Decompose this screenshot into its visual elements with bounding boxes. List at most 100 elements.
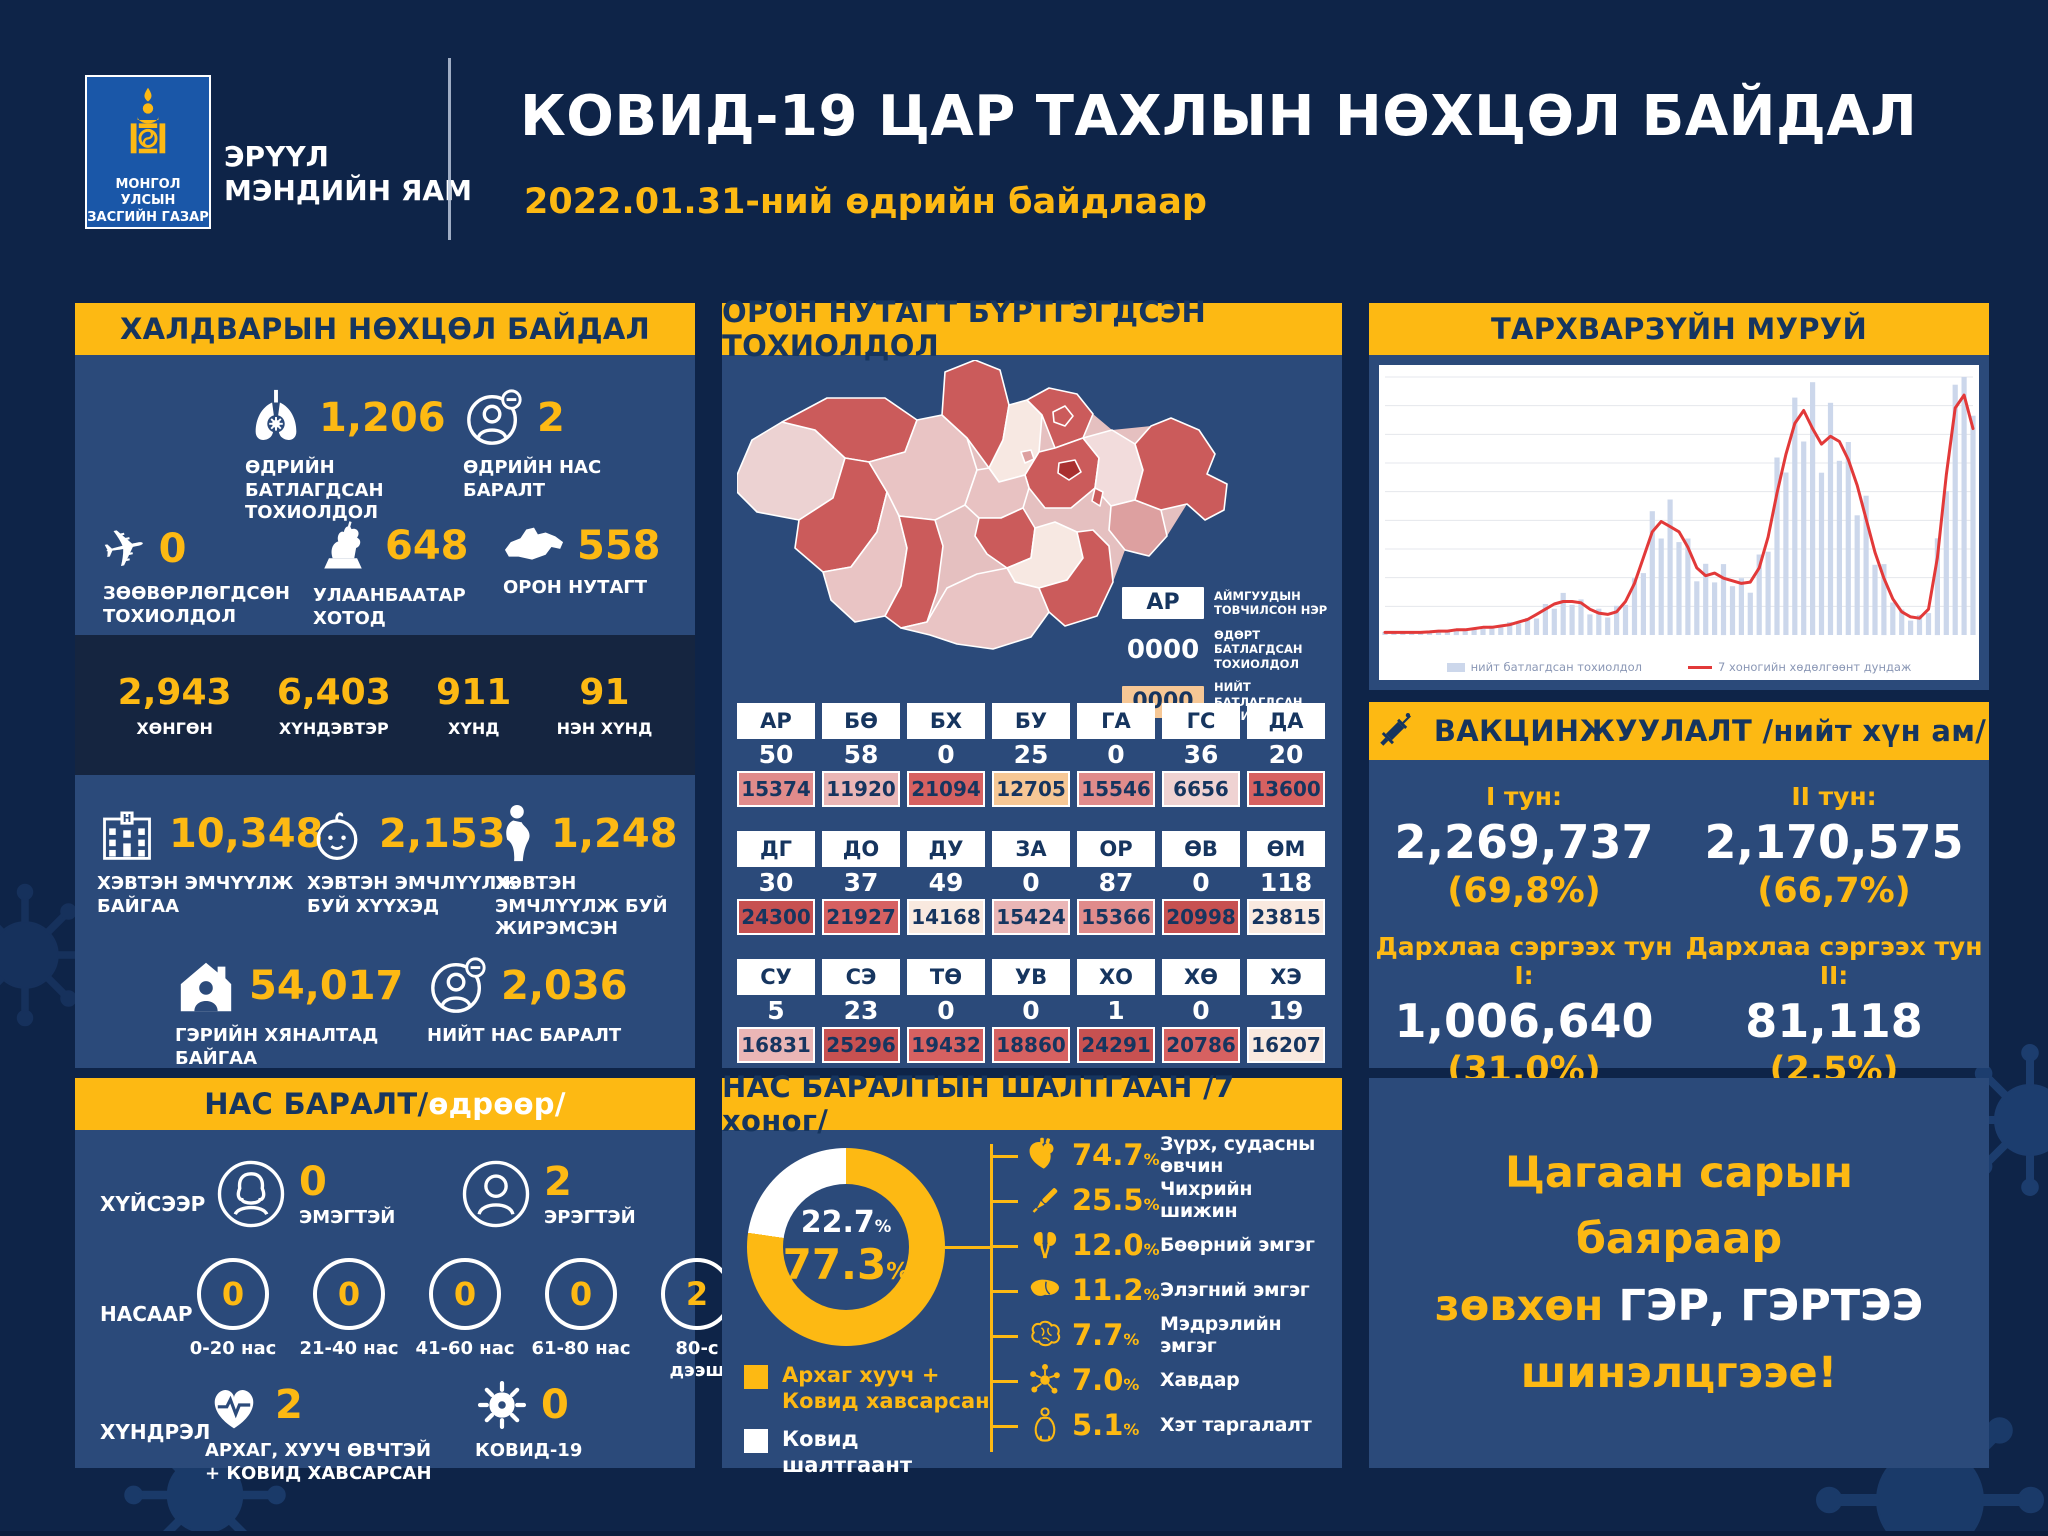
report-date: 2022.01.31-ний өдрийн байдлаар xyxy=(524,182,1207,222)
province-total-cases: 20786 xyxy=(1162,1027,1240,1063)
stat-daily-confirmed: 1,206 ӨДРИЙН БАТЛАГДСАН ТОХИОЛДОЛ xyxy=(245,387,460,525)
province-code: ДГ xyxy=(737,831,815,867)
stat-label: ӨДРИЙН БАТЛАГДСАН ТОХИОЛДОЛ xyxy=(245,457,384,523)
mongolia-province-map xyxy=(736,359,1237,665)
stat-pregnant-hospitalized: 1,248 ХЭВТЭН ЭМЧЛҮҮЛЖ БУЙ ЖИРЭМСЭН xyxy=(495,803,695,941)
body-icon xyxy=(1026,1406,1064,1444)
province-total-cases: 14168 xyxy=(907,899,985,935)
cause-percent: 25.5% xyxy=(1072,1182,1160,1217)
province-column: ГА 0 15546 xyxy=(1077,703,1155,807)
province-column: ДО 37 21927 xyxy=(822,831,900,935)
hospital-icon: H xyxy=(103,811,151,860)
donut-center: 22.7% 77.3% xyxy=(783,1184,909,1310)
chart-legend: нийт батлагдсан тохиолдол 7 хоногийн хөд… xyxy=(1379,660,1979,674)
female-icon xyxy=(217,1160,285,1228)
province-daily-cases: 87 xyxy=(1098,868,1134,897)
donut-legend-covid: Ковид шалтгаант xyxy=(744,1426,992,1479)
cause-row: 12.0% Бөөрний эмгэг xyxy=(990,1222,1335,1267)
mongolia-map-icon xyxy=(504,527,564,560)
legend-label: АЙМГУУДЫН ТОВЧИЛСОН НЭР xyxy=(1214,588,1328,617)
cause-percent: 5.1% xyxy=(1072,1407,1140,1442)
legend-item: АР АЙМГУУДЫН ТОВЧИЛСОН НЭР xyxy=(1122,587,1332,619)
province-column: БХ 0 21094 xyxy=(907,703,985,807)
age-value-circle: 0 xyxy=(545,1258,617,1330)
province-code: ОР xyxy=(1077,831,1155,867)
baby-icon xyxy=(316,812,358,861)
province-column: БУ 25 12705 xyxy=(992,703,1070,807)
province-total-cases: 19432 xyxy=(907,1027,985,1063)
soyombo-icon xyxy=(130,87,166,154)
stat-value: 2 xyxy=(275,1382,303,1428)
cause-label: Зүрх, судасны өвчин xyxy=(1160,1132,1316,1177)
legend-code-box: АР xyxy=(1122,587,1204,619)
stat-value: 2,153 xyxy=(379,811,506,857)
panel-holiday-message: Цагаан сарын баяраар зөвхөн ГЭР, ГЭРТЭЭ … xyxy=(1369,1078,1989,1468)
stat-label: АРХАГ, ХУУЧ ӨВЧТЭЙ + КОВИД ХАВСАРСАН xyxy=(205,1440,432,1484)
age-group: 0 61-80 нас xyxy=(531,1258,631,1381)
province-total-cases: 23815 xyxy=(1247,899,1325,935)
heart-organ-icon xyxy=(1026,1136,1064,1174)
province-total-cases: 20998 xyxy=(1162,899,1240,935)
airplane-icon: ✈ xyxy=(97,515,153,583)
province-daily-cases: 0 xyxy=(1022,996,1040,1025)
province-total-cases: 15424 xyxy=(992,899,1070,935)
cells-icon xyxy=(1026,1361,1064,1399)
stat-total-deaths: 2,036 НИЙТ НАС БАРАЛТ xyxy=(427,955,628,1048)
province-code: ХЭ xyxy=(1247,959,1325,995)
severity-label: ХҮНДЭВТЭР xyxy=(278,719,389,738)
severity-label: ХӨНГӨН xyxy=(136,719,213,738)
age-value-circle: 0 xyxy=(197,1258,269,1330)
province-daily-cases: 50 xyxy=(758,740,794,769)
syringe-icon xyxy=(1380,713,1411,746)
stat-children-hospitalized: 2,153 ХЭВТЭН ЭМЧЛҮҮЛЖ БУЙ ХҮҮХЭД xyxy=(307,803,522,918)
severity-value: 6,403 xyxy=(276,672,391,713)
stat-label: ОРОН НУТАГТ xyxy=(503,577,648,598)
cause-row: 25.5% Чихрийн шижин xyxy=(990,1177,1335,1222)
cause-bracket-line xyxy=(990,1144,993,1452)
province-row-group: ДГ 30 24300 ДО 37 21927 ДУ 49 14168 ЗА 0 15424 ОР 87 1… xyxy=(737,831,1327,935)
legend-item: 0000 ӨДӨРТ БАТЛАГДСАН ТОХИОЛДОЛ xyxy=(1122,628,1332,671)
age-group: 0 0-20 нас xyxy=(183,1258,283,1381)
stat-value: 2 xyxy=(537,395,565,441)
cause-label: Бөөрний эмгэг xyxy=(1160,1233,1315,1256)
government-logo: МОНГОЛ УЛСЫН ЗАСГИЙН ГАЗАР xyxy=(85,75,211,229)
province-total-cases: 24291 xyxy=(1077,1027,1155,1063)
cause-row: 74.7% Зүрх, судасны өвчин xyxy=(990,1132,1335,1177)
dose-percent: (69,8%) xyxy=(1447,871,1601,911)
severity-item: 6,403 ХҮНДЭВТЭР xyxy=(277,672,391,738)
province-code: ГС xyxy=(1162,703,1240,739)
province-column: ДГ 30 24300 xyxy=(737,831,815,935)
lungs-icon xyxy=(255,389,297,440)
province-code: БХ xyxy=(907,703,985,739)
epidemic-curve-chart: нийт батлагдсан тохиолдол 7 хоногийн хөд… xyxy=(1379,365,1979,680)
legend-label: Ковид шалтгаант xyxy=(782,1427,913,1478)
vaccine-dose1: I тун: 2,269,737 (69,8%) xyxy=(1374,782,1674,911)
cause-label: Хавдар xyxy=(1160,1368,1240,1391)
panel-vaccination: ВАКЦИНЖУУЛАЛТ /нийт хүн ам/ I тун: 2,269… xyxy=(1369,702,1989,1090)
cause-label: Элэгний эмгэг xyxy=(1160,1278,1310,1301)
legend-average: 7 хоногийн хөдөлгөөнт дундаж xyxy=(1688,660,1911,674)
panel-infection-status: ХАЛДВАРЫН НӨХЦӨЛ БАЙДАЛ 1,206 ӨДРИЙН БАТ… xyxy=(75,303,695,1069)
virus-icon xyxy=(477,1380,527,1430)
province-code: ХО xyxy=(1077,959,1155,995)
province-code: ГА xyxy=(1077,703,1155,739)
cause-row: 7.0% Хавдар xyxy=(990,1357,1335,1402)
province-code: БӨ xyxy=(822,703,900,739)
stat-label: ХЭВТЭН ЭМЧҮҮЛЖ БАЙГАА xyxy=(97,873,294,917)
liver-icon xyxy=(1026,1271,1064,1309)
province-code: ТӨ xyxy=(907,959,985,995)
province-daily-cases: 30 xyxy=(758,868,794,897)
province-daily-cases: 49 xyxy=(928,868,964,897)
legend-daily-sample: 0000 xyxy=(1126,634,1200,665)
province-daily-cases: 118 xyxy=(1259,868,1313,897)
province-column: УВ 0 18860 xyxy=(992,959,1070,1063)
province-daily-cases: 0 xyxy=(1192,868,1210,897)
province-code: ХӨ xyxy=(1162,959,1240,995)
province-code: ДО xyxy=(822,831,900,867)
stat-chronic-covid-deaths: 2 АРХАГ, ХУУЧ ӨВЧТЭЙ + КОВИД ХАВСАРСАН xyxy=(205,1378,445,1485)
province-daily-cases: 19 xyxy=(1268,996,1304,1025)
province-daily-cases: 0 xyxy=(937,740,955,769)
lancet-icon xyxy=(1026,1181,1064,1219)
stat-label: ЭРЭГТЭЙ xyxy=(544,1206,636,1228)
